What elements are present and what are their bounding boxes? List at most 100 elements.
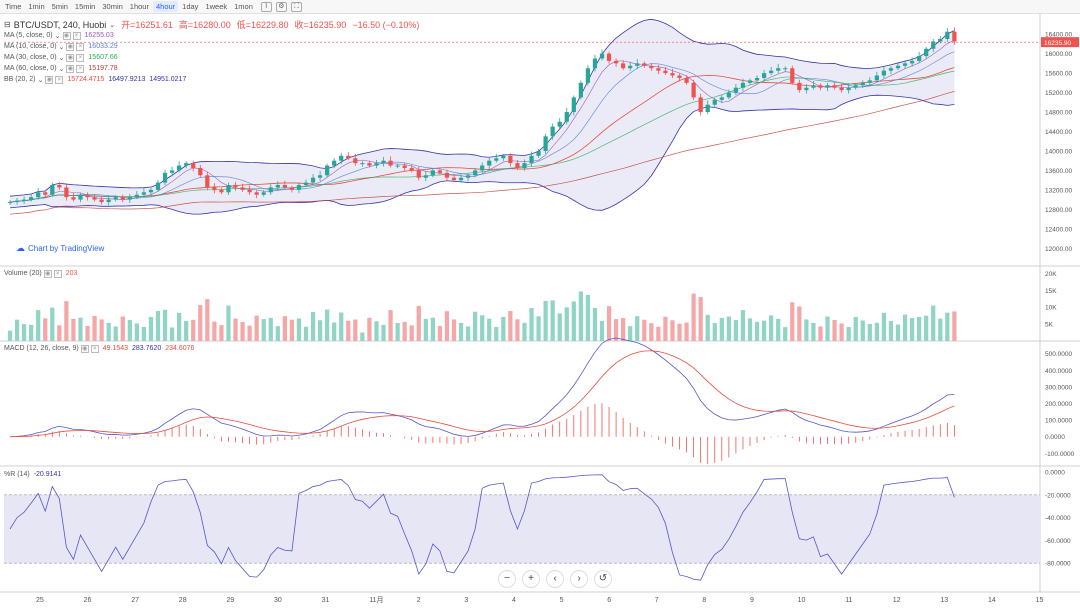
settings-icon[interactable]: ⚙ [275, 1, 287, 12]
volume-bar [120, 316, 125, 341]
time-axis-label: 25 [36, 597, 44, 604]
price-axis-label: 12000.00 [1045, 246, 1072, 253]
volume-bar [388, 310, 393, 341]
bb-close-icon[interactable]: × [55, 75, 64, 84]
candle-body [226, 185, 231, 193]
ma-visibility-icon[interactable]: ◉ [62, 31, 71, 40]
ma-legend-row: MA (30, close, 0) ⌄ ◉ × 15607.66 [4, 52, 419, 63]
candle-body [811, 85, 816, 88]
zoom-out-button[interactable]: − [498, 570, 516, 588]
candle-body [14, 200, 20, 203]
macd-close-icon[interactable]: × [90, 344, 99, 353]
candle-body [261, 192, 266, 195]
chart-collapse-icon[interactable]: ⊟ [4, 20, 11, 29]
volume-bar [275, 326, 280, 341]
timeframe-1mon[interactable]: 1mon [234, 2, 253, 11]
volume-close-icon[interactable]: × [53, 269, 62, 278]
time-axis-label: 28 [179, 597, 187, 604]
candle-body [43, 192, 48, 195]
high-value: 高=16280.00 [178, 20, 231, 30]
time-axis-label: 14 [988, 597, 996, 604]
candle-body [536, 150, 541, 156]
timeframe-1week[interactable]: 1week [205, 2, 228, 11]
ma-menu-icon[interactable]: ⌄ [54, 32, 61, 40]
ma-menu-icon[interactable]: ⌄ [58, 43, 65, 51]
bb-visibility-icon[interactable]: ◉ [45, 75, 54, 84]
zoom-in-button[interactable]: + [522, 570, 540, 588]
ma-close-icon[interactable]: × [76, 42, 85, 51]
candle-body [613, 60, 619, 64]
close-value: 收=16235.90 [294, 20, 347, 30]
candle-body [7, 202, 13, 204]
volume-bar [247, 325, 252, 341]
volume-bar [592, 307, 598, 341]
price-axis-label: 14800.00 [1045, 110, 1072, 117]
candle-body [931, 41, 936, 49]
scroll-right-button[interactable]: › [570, 570, 588, 588]
chart-canvas[interactable]: 16235.9016400.0016000.0015600.0015200.00… [0, 14, 1080, 608]
volume-bar [36, 310, 41, 341]
time-axis-label: 5 [560, 597, 564, 604]
timeframe-1min[interactable]: 1min [28, 2, 45, 11]
volume-bar [613, 319, 619, 341]
macd-value-1: 49.1543 [102, 345, 129, 352]
candle-body [790, 68, 795, 83]
volume-visibility-icon[interactable]: ◉ [43, 269, 52, 278]
candle-body [726, 92, 731, 98]
ma-menu-icon[interactable]: ⌄ [58, 54, 65, 62]
volume-bar [444, 311, 450, 341]
macd-visibility-icon[interactable]: ◉ [80, 344, 89, 353]
volume-bar [888, 321, 894, 341]
chart-type-icon[interactable]: ⌇ [260, 1, 272, 12]
candle-body [874, 75, 879, 81]
wr-axis-label: -40.0000 [1045, 515, 1071, 522]
volume-bar [656, 326, 661, 341]
candle-body [423, 175, 428, 178]
fullscreen-icon[interactable]: ⛶ [290, 1, 302, 12]
ma-visibility-icon[interactable]: ◉ [66, 53, 75, 62]
volume-bar [71, 318, 76, 341]
macd-label: MACD (12, 26, close, 9) [4, 345, 79, 352]
candle-body [487, 160, 492, 166]
candle-body [804, 87, 809, 91]
macd-value-2: 283.7620 [132, 345, 162, 352]
timeframe-30min[interactable]: 30min [102, 2, 123, 11]
volume-bar [550, 300, 555, 341]
time-axis-label: 30 [274, 597, 282, 604]
timeframe-4hour[interactable]: 4hour [152, 1, 179, 12]
ma-visibility-icon[interactable]: ◉ [66, 42, 75, 51]
symbol-menu-icon[interactable]: ⌄ [109, 21, 116, 29]
volume-bar [747, 318, 753, 341]
timeframe-1hour[interactable]: 1hour [129, 2, 149, 11]
volume-bar [712, 323, 717, 341]
candle-body [846, 87, 851, 91]
candle-body [515, 163, 520, 168]
volume-bar [240, 322, 245, 341]
timeframe-1day[interactable]: 1day [182, 2, 199, 11]
ma-value: 15197.78 [88, 65, 118, 72]
ma-close-icon[interactable]: × [76, 64, 85, 73]
candle-body [677, 75, 682, 78]
volume-bar [205, 299, 210, 341]
volume-bar [487, 318, 492, 341]
candle-body [409, 167, 414, 171]
ma-close-icon[interactable]: × [76, 53, 85, 62]
ma-60-line [9, 91, 955, 215]
volume-bar [832, 319, 837, 341]
time-axis-label: 8 [702, 597, 706, 604]
volume-bar [437, 325, 443, 341]
timeframe-15min[interactable]: 15min [74, 2, 96, 11]
bb-menu-icon[interactable]: ⌄ [37, 76, 44, 84]
tradingview-watermark[interactable]: ☁ Chart by TradingView [16, 243, 104, 254]
ma-menu-icon[interactable]: ⌄ [58, 65, 65, 73]
volume-bar [578, 291, 583, 341]
timeframe-5min[interactable]: 5min [51, 2, 68, 11]
timeframe-time[interactable]: Time [5, 2, 22, 11]
candle-body [938, 39, 943, 42]
reset-button[interactable]: ↺ [594, 570, 612, 588]
ma-visibility-icon[interactable]: ◉ [66, 64, 75, 73]
ma-value: 16033.29 [88, 43, 118, 50]
ma-close-icon[interactable]: × [72, 31, 81, 40]
volume-bar [346, 320, 351, 341]
scroll-left-button[interactable]: ‹ [546, 570, 564, 588]
